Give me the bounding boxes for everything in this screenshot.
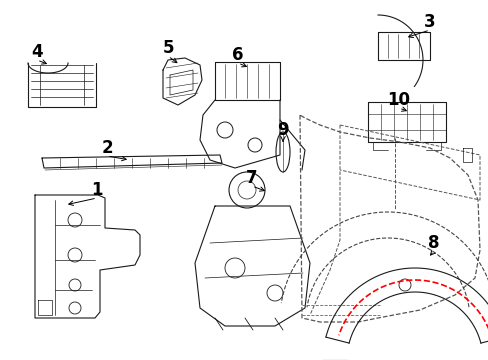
Text: 2: 2 (101, 139, 113, 157)
Text: 6: 6 (232, 46, 243, 64)
Text: 7: 7 (245, 169, 257, 187)
Text: 4: 4 (31, 43, 43, 61)
Text: 8: 8 (427, 234, 439, 252)
Text: 10: 10 (386, 91, 409, 109)
Text: 5: 5 (162, 39, 173, 57)
Text: 1: 1 (91, 181, 102, 199)
Text: 3: 3 (423, 13, 435, 31)
Text: 9: 9 (277, 121, 288, 139)
Ellipse shape (275, 132, 289, 172)
